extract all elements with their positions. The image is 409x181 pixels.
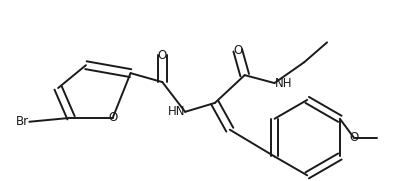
Text: HN: HN — [167, 105, 185, 118]
Text: O: O — [108, 111, 117, 124]
Text: O: O — [233, 44, 242, 57]
Text: NH: NH — [274, 77, 291, 90]
Text: Br: Br — [16, 115, 29, 128]
Text: O: O — [157, 49, 166, 62]
Text: O: O — [348, 131, 357, 144]
